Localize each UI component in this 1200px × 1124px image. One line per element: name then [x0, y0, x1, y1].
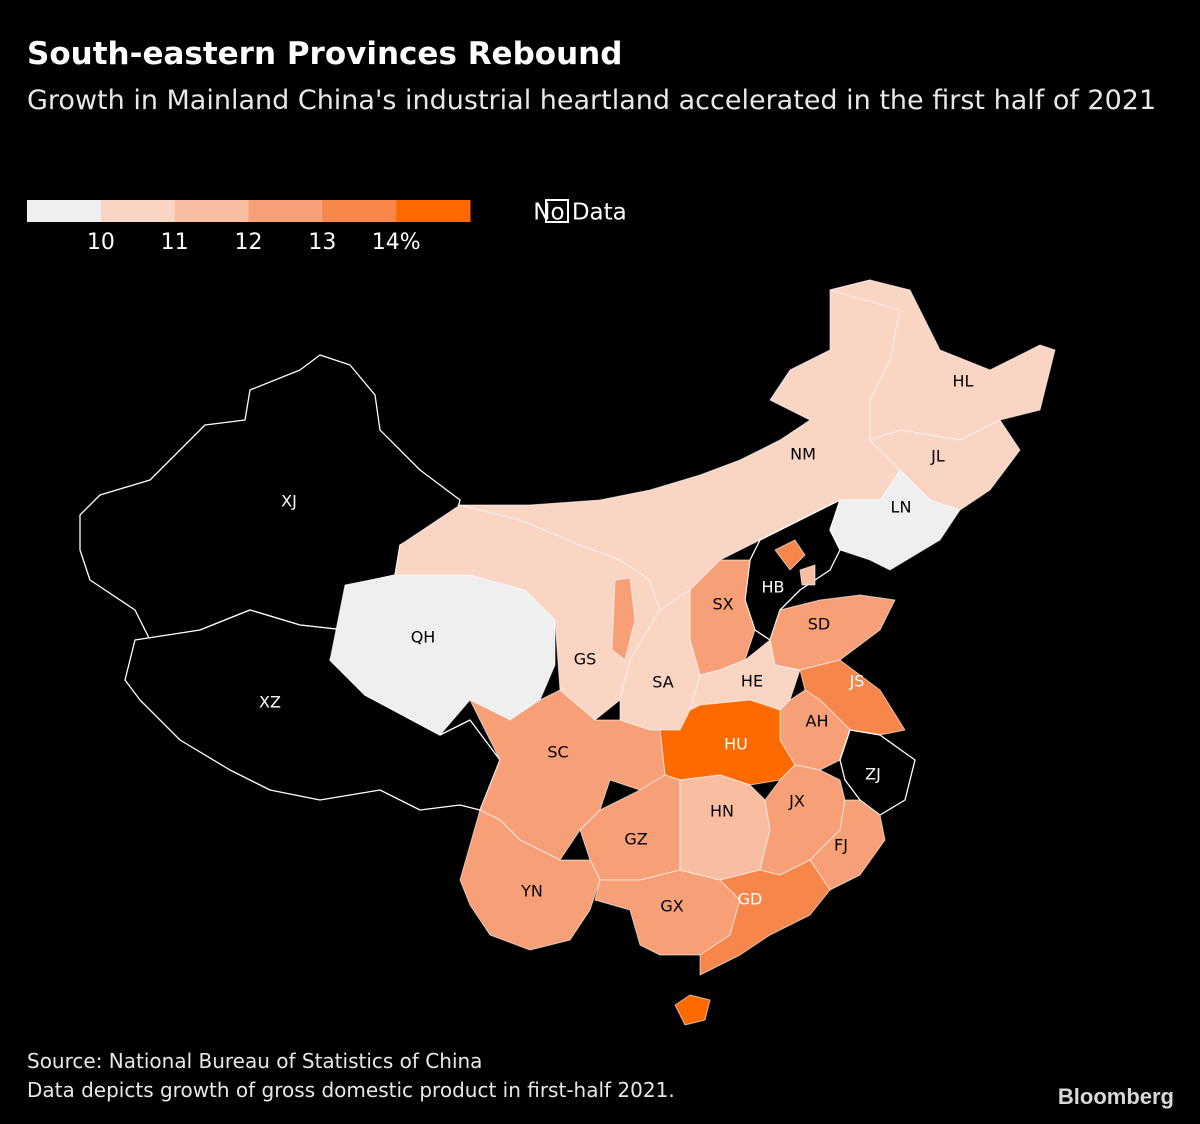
legend-swatch — [322, 200, 397, 222]
province-label: JX — [788, 792, 805, 811]
province-label: GS — [574, 650, 597, 669]
province-label: ZJ — [865, 765, 881, 784]
province-label: AH — [806, 712, 829, 731]
legend-tick-label: 13 — [308, 230, 336, 255]
legend-tick-label: 11 — [161, 230, 189, 255]
legend-swatch — [248, 200, 323, 222]
province-label: XZ — [259, 693, 281, 712]
note: Data depicts growth of gross domestic pr… — [27, 1078, 675, 1102]
legend-tick-label: 10 — [87, 230, 115, 255]
source: Source: National Bureau of Statistics of… — [27, 1049, 483, 1073]
province — [774, 539, 806, 571]
province-label: YN — [520, 882, 543, 901]
province-label: SA — [652, 673, 673, 692]
province — [674, 994, 711, 1026]
province-label: SD — [808, 615, 830, 634]
province-label: QH — [411, 628, 436, 647]
province-label: HE — [741, 672, 763, 691]
province-label: HL — [953, 372, 974, 391]
province — [611, 577, 636, 661]
footer: Source: National Bureau of Statistics of… — [27, 1047, 675, 1105]
province-label: GD — [738, 890, 763, 909]
province — [829, 279, 1056, 441]
province — [699, 859, 831, 976]
province-label: NM — [790, 445, 816, 464]
province — [799, 564, 816, 586]
legend-tick-label: 14% — [372, 230, 421, 255]
no-data-label: No Data — [533, 200, 627, 226]
legend-swatch — [27, 200, 102, 222]
province-label: GZ — [624, 830, 647, 849]
subtitle: Growth in Mainland China's industrial he… — [27, 85, 1157, 116]
title: South-eastern Provinces Rebound — [27, 36, 623, 72]
legend-tick-label: 12 — [235, 230, 263, 255]
province-label: FJ — [834, 836, 848, 855]
province — [679, 774, 771, 881]
province-label: JS — [849, 672, 865, 691]
legend-swatch — [396, 200, 471, 222]
legend-swatch — [100, 200, 176, 222]
province-label: XJ — [281, 492, 297, 511]
province-label: HN — [710, 802, 734, 821]
province — [769, 594, 896, 671]
province-label: LN — [891, 498, 912, 517]
province-label: JL — [930, 447, 945, 466]
brand: Bloomberg — [1057, 1084, 1174, 1109]
province-label: SC — [547, 743, 568, 762]
province-label: GX — [660, 897, 683, 916]
legend-swatch — [174, 200, 249, 222]
province-label: HB — [761, 578, 784, 597]
no-data-swatch — [545, 199, 569, 223]
province-label: HU — [724, 735, 748, 754]
province-label: SX — [712, 595, 733, 614]
